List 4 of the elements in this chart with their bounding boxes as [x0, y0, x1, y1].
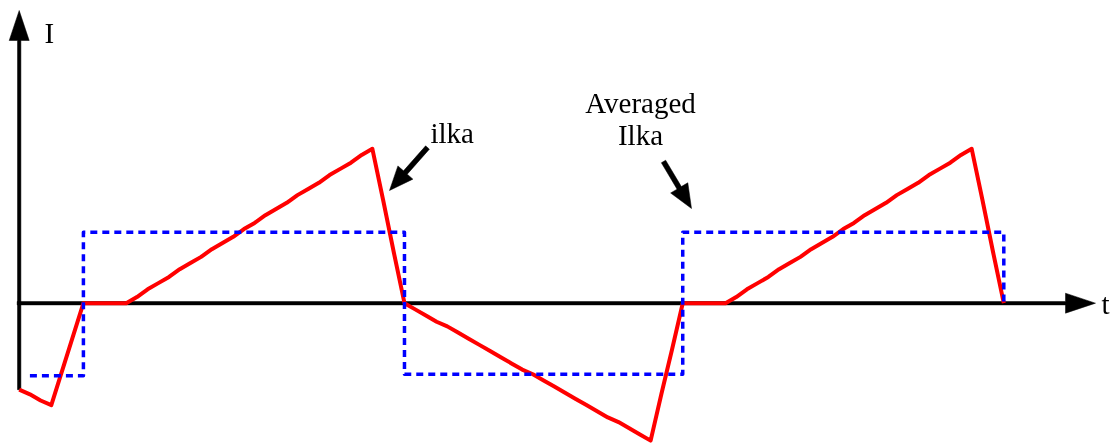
text: Averaged Ilka	[585, 86, 697, 151]
x-axis-title: t	[1101, 287, 1110, 320]
y-axis-title: I	[44, 16, 55, 49]
series-label: ilka	[430, 116, 475, 149]
